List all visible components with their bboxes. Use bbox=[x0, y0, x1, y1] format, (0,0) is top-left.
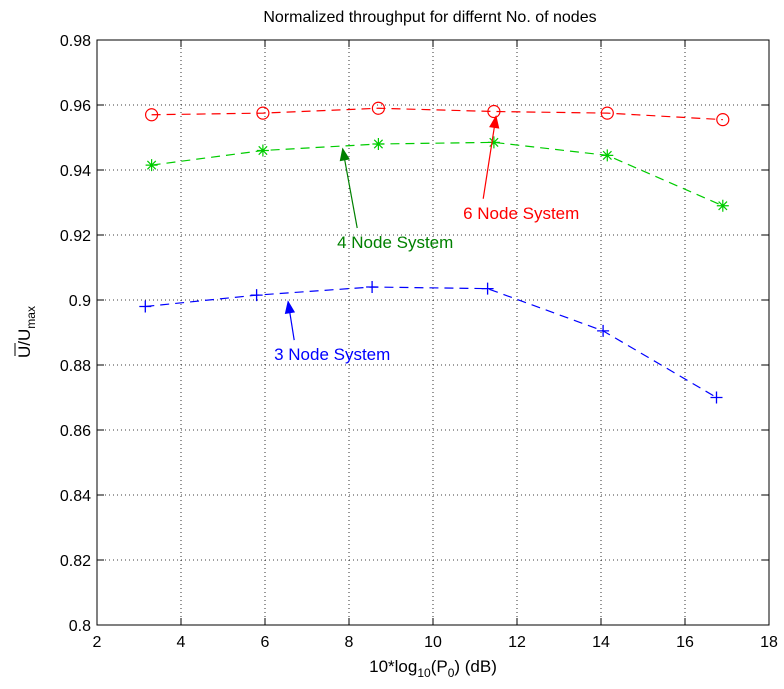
x-axis-label-end: ) (dB) bbox=[454, 657, 497, 676]
annotation-6-node-system: 6 Node System bbox=[463, 115, 579, 223]
data-point bbox=[366, 281, 379, 293]
data-point bbox=[372, 138, 385, 150]
y-axis-label-sub: max bbox=[24, 306, 38, 329]
annotation-label: 6 Node System bbox=[463, 204, 579, 223]
annotation-3-node-system: 3 Node System bbox=[274, 300, 390, 364]
annotation-arrow-head bbox=[339, 147, 350, 162]
series-4-node-system bbox=[145, 136, 729, 212]
annotation-arrow-head bbox=[284, 300, 296, 314]
data-point bbox=[710, 391, 723, 404]
annotation-label: 3 Node System bbox=[274, 345, 390, 364]
series-line bbox=[151, 141, 724, 207]
data-point bbox=[597, 324, 610, 337]
y-tick-label: 0.84 bbox=[60, 488, 91, 505]
x-axis-label-sub1: 10 bbox=[417, 666, 431, 680]
y-tick-label: 0.9 bbox=[69, 293, 91, 310]
annotation-arrow-head bbox=[489, 115, 500, 129]
series-layer bbox=[139, 101, 730, 404]
x-tick-labels: 2 4 6 8 10 12 14 16 18 bbox=[93, 634, 778, 651]
data-point bbox=[250, 289, 263, 302]
y-tick-label: 0.94 bbox=[60, 163, 91, 180]
data-point bbox=[601, 149, 614, 162]
x-axis-label-sub2: 0 bbox=[448, 666, 455, 680]
data-point bbox=[145, 108, 159, 122]
grid bbox=[97, 40, 769, 625]
y-axis-label: U/Umax bbox=[15, 306, 38, 358]
x-tick-label: 18 bbox=[760, 634, 778, 651]
data-point bbox=[145, 159, 158, 172]
y-axis-label-main: U/U bbox=[15, 329, 34, 358]
plot-frame bbox=[96, 39, 770, 626]
annotation-4-node-system: 4 Node System bbox=[337, 147, 453, 252]
data-point bbox=[716, 199, 729, 212]
annotation-arrow-line bbox=[482, 116, 497, 199]
x-axis-label-main: 10*log bbox=[369, 657, 417, 676]
x-tick-label: 4 bbox=[177, 634, 186, 651]
x-axis-label: 10*log10(P0) (dB) bbox=[369, 657, 497, 680]
y-tick-label: 0.86 bbox=[60, 423, 91, 440]
annotation-label: 4 Node System bbox=[337, 233, 453, 252]
x-tick-label: 14 bbox=[592, 634, 610, 651]
y-tick-label: 0.88 bbox=[60, 358, 91, 375]
y-tick-label: 0.92 bbox=[60, 228, 91, 245]
series-line bbox=[145, 286, 717, 399]
data-point bbox=[371, 101, 385, 115]
series-6-node-system bbox=[145, 101, 730, 127]
x-tick-label: 16 bbox=[676, 634, 694, 651]
x-tick-label: 10 bbox=[424, 634, 442, 651]
x-axis-label-mid: (P bbox=[431, 657, 448, 676]
x-tick-label: 8 bbox=[345, 634, 354, 651]
annotation-arrow-line bbox=[342, 148, 358, 229]
series-3-node-system bbox=[139, 281, 723, 404]
data-point bbox=[716, 113, 730, 127]
data-point bbox=[256, 144, 269, 157]
data-point bbox=[481, 282, 494, 295]
data-point bbox=[256, 106, 270, 120]
x-tick-label: 2 bbox=[93, 634, 102, 651]
chart-title: Normalized throughput for differnt No. o… bbox=[263, 9, 596, 26]
data-point bbox=[600, 106, 614, 120]
y-tick-label: 0.98 bbox=[60, 33, 91, 50]
y-tick-label: 0.82 bbox=[60, 553, 91, 570]
x-tick-label: 6 bbox=[261, 634, 270, 651]
data-point bbox=[487, 104, 501, 119]
y-tick-label: 0.8 bbox=[69, 618, 91, 635]
y-tick-labels: 0.8 0.82 0.84 0.86 0.88 0.9 0.92 0.94 0.96 0.98 bbox=[60, 33, 91, 635]
annotation-layer: 6 Node System 4 Node System 3 Node System bbox=[274, 115, 579, 364]
y-tick-label: 0.96 bbox=[60, 98, 91, 115]
data-point bbox=[487, 136, 500, 149]
x-tick-label: 12 bbox=[508, 634, 526, 651]
y-axis-label-group: U/Umax bbox=[14, 306, 38, 358]
axes bbox=[96, 39, 770, 626]
series-line bbox=[151, 107, 723, 121]
data-point bbox=[139, 300, 152, 313]
